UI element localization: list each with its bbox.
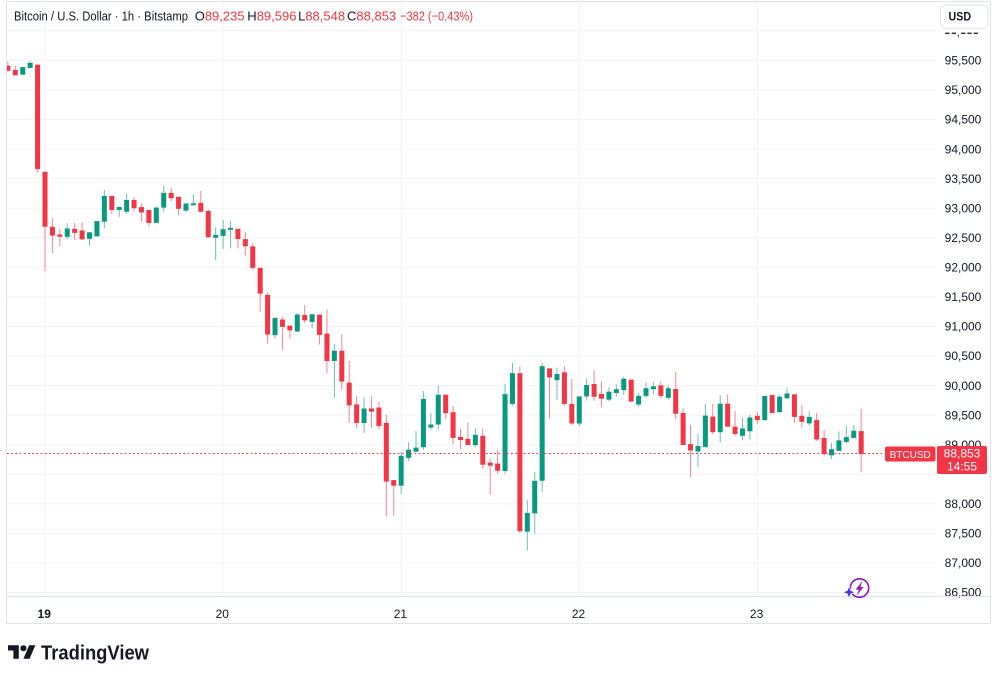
svg-text:92,000: 92,000	[945, 261, 982, 275]
svg-text:89,500: 89,500	[945, 408, 982, 422]
svg-text:19: 19	[38, 607, 52, 621]
svg-text:14:55: 14:55	[947, 460, 977, 474]
svg-text:Bitcoin / U.S. Dollar · 1h · B: Bitcoin / U.S. Dollar · 1h · Bitstamp	[14, 9, 188, 24]
svg-text:21: 21	[394, 607, 408, 621]
svg-text:94,000: 94,000	[945, 142, 982, 156]
svg-text:87,000: 87,000	[945, 556, 982, 570]
svg-text:20: 20	[216, 607, 230, 621]
svg-text:L88,548: L88,548	[298, 9, 345, 24]
svg-text:88,000: 88,000	[945, 497, 982, 511]
svg-text:93,500: 93,500	[945, 172, 982, 186]
svg-text:91,500: 91,500	[945, 290, 982, 304]
svg-text:88,853: 88,853	[944, 447, 981, 461]
svg-text:H89,596: H89,596	[247, 9, 296, 24]
svg-text:86,500: 86,500	[945, 586, 982, 600]
svg-text:92,500: 92,500	[945, 231, 982, 245]
svg-text:91,000: 91,000	[945, 320, 982, 334]
svg-text:90,500: 90,500	[945, 349, 982, 363]
svg-text:22: 22	[572, 607, 586, 621]
svg-text:95,000: 95,000	[945, 83, 982, 97]
svg-text:95,500: 95,500	[945, 54, 982, 68]
svg-text:,: ,	[957, 25, 960, 39]
svg-text:−382 (−0.43%): −382 (−0.43%)	[400, 9, 473, 24]
svg-text:BTCUSD: BTCUSD	[890, 450, 931, 461]
svg-text:93,000: 93,000	[945, 201, 982, 215]
svg-text:23: 23	[750, 607, 764, 621]
svg-text:TradingView: TradingView	[41, 642, 149, 665]
svg-text:87,500: 87,500	[945, 527, 982, 541]
svg-text:90,000: 90,000	[945, 379, 982, 393]
svg-text:94,500: 94,500	[945, 113, 982, 127]
svg-text:USD: USD	[949, 9, 972, 23]
svg-text:O89,235: O89,235	[195, 9, 245, 24]
svg-text:C88,853: C88,853	[347, 9, 396, 24]
